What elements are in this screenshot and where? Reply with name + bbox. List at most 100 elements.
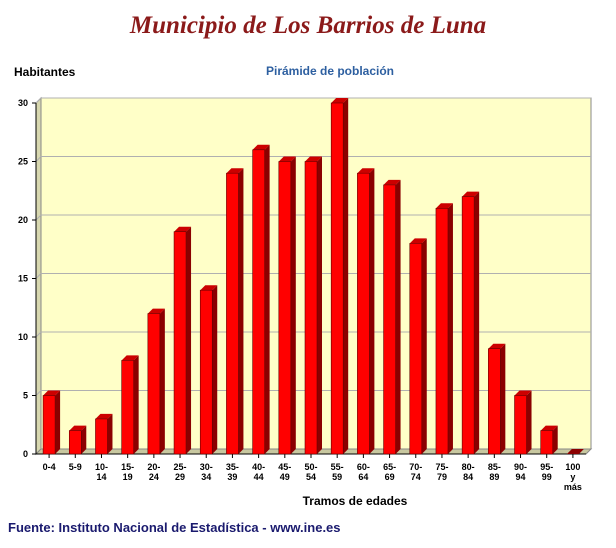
bar-top — [331, 98, 349, 103]
bar-top — [147, 308, 165, 314]
y-tick-label: 0 — [23, 449, 28, 459]
y-tick-label: 10 — [18, 332, 28, 342]
x-tick-label: 40-44 — [252, 462, 265, 482]
bar — [540, 430, 554, 455]
x-tick-label: 95-99 — [540, 462, 553, 482]
bar-top — [514, 390, 532, 396]
bar-side — [317, 156, 322, 454]
gridline-side — [35, 156, 42, 162]
bar-side — [107, 413, 113, 454]
x-tick-label: 75-79 — [435, 462, 448, 482]
x-tick-label: 80-84 — [462, 462, 475, 482]
x-tick-label: 45-49 — [278, 462, 291, 482]
gridline-side — [35, 214, 42, 221]
bar-side — [81, 425, 87, 454]
x-axis: 0-4 5-9 10-14 15-19 20-24 25-29 30-34 35-39 40-4… — [36, 453, 586, 492]
bar — [514, 395, 527, 455]
bar — [173, 231, 187, 455]
bar-side — [159, 308, 165, 454]
bar-top — [305, 156, 322, 162]
bar-side — [238, 168, 244, 454]
gridline-side — [35, 331, 42, 338]
x-tick-label: 5-9 — [69, 462, 82, 472]
x-tick-label: 90-94 — [514, 462, 527, 482]
bar — [278, 161, 292, 455]
bar — [304, 161, 318, 455]
x-axis-title: Tramos de edades — [302, 494, 408, 508]
bar — [68, 430, 82, 455]
x-tick-label: 85-89 — [488, 462, 501, 482]
bar-top — [69, 425, 87, 431]
chart-title: Pirámide de población — [265, 64, 395, 78]
bar-side — [55, 390, 61, 454]
y-axis: 0 5 10 15 20 25 30 — [18, 98, 37, 459]
y-axis-title: Habitantes — [14, 65, 76, 79]
bar-side — [421, 238, 427, 454]
bar — [252, 149, 265, 455]
bar-side — [369, 168, 375, 454]
bar-side — [212, 285, 218, 454]
bar — [95, 418, 108, 455]
x-tick-label: 35-39 — [226, 462, 239, 482]
bar-top — [252, 144, 270, 150]
bar-side — [395, 179, 401, 454]
bar — [147, 313, 161, 455]
bar — [42, 395, 56, 455]
y-tick-label: 25 — [18, 157, 28, 167]
bar-top — [488, 343, 506, 349]
bar-top — [226, 168, 244, 174]
bar — [461, 196, 475, 455]
bar — [357, 172, 370, 455]
page-title: Municipio de Los Barrios de Luna — [129, 12, 487, 39]
bar-top — [409, 238, 427, 244]
bar — [488, 348, 501, 455]
y-tick-label: 15 — [18, 274, 28, 284]
bar-top — [200, 285, 218, 291]
x-tick-label: 30-34 — [200, 462, 213, 482]
bar-top — [462, 191, 480, 197]
y-tick-label: 20 — [18, 215, 28, 225]
bar — [383, 184, 396, 455]
bar — [330, 102, 344, 455]
bar-side — [343, 98, 349, 454]
bar-top — [174, 226, 192, 232]
bar-top — [121, 355, 139, 361]
x-tick-label: 20-24 — [147, 462, 160, 482]
bar-top — [435, 203, 453, 209]
x-tick-label: 65-69 — [383, 462, 396, 482]
x-tick-label: 15-19 — [121, 462, 134, 482]
x-tick-label: 10-14 — [95, 462, 108, 482]
bar-side — [500, 343, 506, 454]
gridline-side — [35, 273, 42, 279]
bar-side — [474, 191, 480, 454]
bar-side — [526, 390, 532, 454]
bar — [566, 449, 584, 454]
x-tick-label: 60-64 — [357, 462, 370, 482]
bar-side — [552, 425, 558, 454]
y-tick-label: 30 — [18, 98, 28, 108]
source-note: Fuente: Instituto Nacional de Estadístic… — [8, 520, 341, 535]
bar-top — [95, 413, 113, 419]
bar-top — [540, 425, 558, 431]
x-tick-label: 50-54 — [304, 462, 317, 482]
bars — [42, 98, 584, 455]
bar-top — [383, 179, 401, 185]
bar-side — [133, 355, 139, 454]
bar-top — [357, 168, 375, 174]
bar-side — [447, 203, 453, 454]
bar-side — [186, 226, 192, 454]
x-tick-label: 55-59 — [331, 462, 344, 482]
bar-top — [43, 390, 61, 396]
bar — [121, 360, 134, 455]
bar-side — [264, 144, 270, 455]
bar — [226, 172, 239, 455]
bar-top — [278, 156, 296, 162]
bar — [435, 208, 449, 455]
x-tick-label: 70-74 — [409, 462, 422, 482]
bar — [409, 243, 423, 455]
gridline-side — [35, 97, 42, 104]
gridline-side — [35, 390, 42, 396]
bar-side — [290, 156, 296, 454]
x-tick-label: 100 y más — [564, 462, 582, 492]
